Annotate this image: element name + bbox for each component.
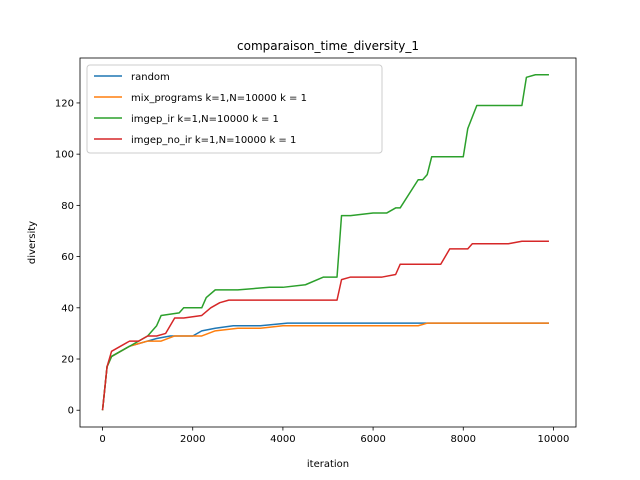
x-axis-ticks: 0 2000 4000 6000 8000 10000 [99, 427, 569, 445]
axes-frame [79, 57, 577, 428]
y-axis-ticks: 0 20 40 60 80 100 120 [55, 98, 80, 417]
legend-box [86, 64, 383, 154]
y-tick-label: 80 [61, 201, 74, 212]
y-axis-label: diversity [27, 221, 38, 264]
x-tick-label: 0 [99, 434, 105, 445]
chart-title: comparaison_time_diversity_1 [237, 39, 419, 53]
y-tick-label: 100 [55, 150, 74, 161]
series-line-0 [101, 322, 549, 411]
legend-label-2: imgep_ir k=1,N=10000 k = 1 [131, 114, 279, 125]
x-tick-label: 8000 [451, 434, 476, 445]
series-line-2 [101, 74, 549, 411]
legend-label-3: imgep_no_ir k=1,N=10000 k = 1 [131, 135, 296, 146]
legend-label-0: random [131, 72, 170, 83]
y-tick-label: 120 [55, 98, 74, 109]
legend-label-1: mix_programs k=1,N=10000 k = 1 [131, 93, 307, 104]
x-tick-label: 6000 [360, 434, 385, 445]
legend: random mix_programs k=1,N=10000 k = 1 imge… [86, 64, 383, 154]
x-tick-label: 4000 [270, 434, 295, 445]
y-tick-label: 40 [61, 303, 74, 314]
y-tick-label: 20 [61, 355, 74, 366]
y-tick-label: 60 [61, 252, 74, 263]
plot-lines [101, 74, 549, 411]
y-tick-label: 0 [68, 406, 74, 417]
x-tick-label: 2000 [180, 434, 205, 445]
x-axis-label: iteration [307, 459, 349, 470]
x-tick-label: 10000 [538, 434, 570, 445]
series-line-3 [101, 240, 549, 411]
